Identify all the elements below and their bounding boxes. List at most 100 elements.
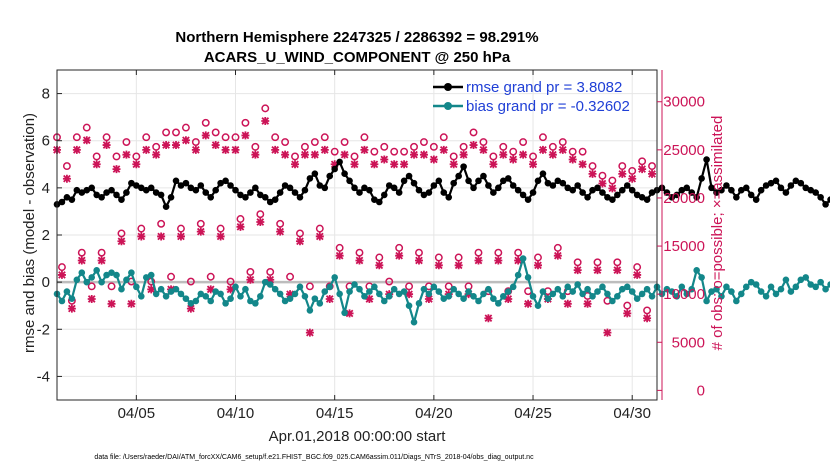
- rmse-point: [529, 189, 537, 196]
- obs-assimilated-point: [370, 160, 379, 169]
- obs-assimilated-point: [469, 141, 478, 150]
- obs-assimilated-point: [484, 314, 493, 323]
- rmse-point: [440, 189, 448, 196]
- bias-point: [252, 300, 259, 307]
- bias-point: [827, 281, 830, 288]
- bias-point: [733, 297, 740, 305]
- rmse-point: [509, 182, 517, 189]
- rmse-point: [638, 193, 646, 201]
- rmse-point: [584, 193, 591, 201]
- bias-point: [633, 295, 641, 302]
- rmse-point: [688, 189, 696, 196]
- obs-possible-point: [186, 277, 195, 286]
- obs-possible-point: [370, 147, 379, 156]
- bias-point: [217, 290, 224, 298]
- obs-assimilated-point: [459, 150, 468, 159]
- rmse-point: [405, 172, 413, 180]
- obs-assimilated-point: [360, 145, 369, 154]
- bias-point: [311, 295, 319, 302]
- rmse-point: [247, 189, 254, 196]
- rmse-point: [787, 182, 795, 189]
- obs-assimilated-point: [390, 160, 399, 169]
- rmse-point: [742, 184, 750, 192]
- obs-assimilated-point: [509, 155, 518, 164]
- obs-assimilated-point: [256, 218, 265, 227]
- obs-assimilated-point: [157, 232, 166, 241]
- y-right-tick-label: 20000: [663, 190, 705, 207]
- y-right-tick-label: 25000: [663, 142, 705, 159]
- bias-point: [698, 274, 705, 281]
- bias-point: [554, 285, 562, 293]
- y-left-tick-label: -4: [37, 368, 50, 385]
- obs-possible-point: [216, 224, 225, 233]
- bias-point: [390, 285, 398, 293]
- obs-possible-point: [489, 152, 498, 161]
- obs-possible-point: [553, 243, 562, 252]
- rmse-point: [524, 196, 532, 203]
- obs-assimilated-point: [603, 328, 612, 337]
- bias-point: [118, 285, 125, 293]
- obs-possible-point: [499, 142, 508, 151]
- bias-point: [594, 288, 601, 295]
- bias-point: [68, 295, 76, 302]
- obs-possible-point: [593, 258, 602, 267]
- rmse-point: [807, 186, 815, 194]
- rmse-point: [316, 182, 324, 189]
- bias-point: [405, 302, 413, 310]
- obs-possible-point: [405, 282, 414, 291]
- bias-point: [638, 290, 646, 298]
- rmse-point: [534, 177, 542, 185]
- obs-assimilated-point: [112, 165, 121, 174]
- obs-possible-point: [117, 229, 126, 238]
- obs-possible-point: [320, 133, 329, 142]
- bias-point: [207, 297, 215, 305]
- bias-point: [435, 288, 443, 295]
- rmse-point: [574, 182, 581, 189]
- rmse-point: [306, 175, 314, 182]
- x-tick-label: 04/15: [316, 405, 354, 422]
- obs-assimilated-point: [613, 266, 622, 275]
- legend-label-rmse: rmse grand pr = 3.8082: [466, 79, 622, 96]
- obs-possible-point: [618, 162, 627, 171]
- rmse-point: [68, 196, 76, 203]
- obs-assimilated-point: [638, 165, 647, 174]
- obs-assimilated-point: [583, 299, 592, 308]
- obs-possible-point: [276, 219, 285, 228]
- obs-possible-point: [330, 147, 339, 156]
- bias-point: [623, 283, 631, 291]
- rmse-point: [271, 196, 279, 203]
- obs-possible-point: [142, 133, 151, 142]
- bias-point: [703, 297, 710, 305]
- rmse-point: [192, 186, 200, 194]
- bias-point: [93, 267, 100, 274]
- bias-point: [321, 288, 329, 295]
- bias-point: [519, 255, 527, 262]
- bias-point: [737, 290, 745, 298]
- rmse-point: [157, 191, 165, 199]
- obs-assimilated-point: [400, 160, 409, 169]
- rmse-point: [172, 177, 180, 185]
- rmse-point: [88, 184, 96, 192]
- obs-assimilated-point: [519, 150, 528, 159]
- obs-assimilated-point: [628, 174, 637, 183]
- rmse-point: [286, 184, 294, 192]
- rmse-point: [490, 189, 497, 196]
- obs-possible-point: [529, 152, 537, 161]
- obs-count-layer: [53, 104, 657, 337]
- bias-point: [400, 288, 408, 295]
- obs-assimilated-point: [162, 141, 171, 150]
- rmse-point: [217, 179, 224, 187]
- rmse-point: [445, 193, 453, 201]
- bias-point: [504, 288, 512, 295]
- obs-assimilated-point: [186, 304, 195, 313]
- y-right-tick-label: 10000: [663, 286, 705, 303]
- rmse-point: [450, 179, 457, 187]
- bias-point: [604, 290, 611, 298]
- obs-assimilated-point: [504, 294, 513, 303]
- obs-assimilated-point: [558, 145, 567, 154]
- bias-point: [584, 285, 591, 293]
- obs-possible-point: [251, 142, 260, 151]
- bias-point: [683, 290, 691, 298]
- bias-point: [777, 285, 785, 293]
- obs-assimilated-point: [226, 285, 235, 294]
